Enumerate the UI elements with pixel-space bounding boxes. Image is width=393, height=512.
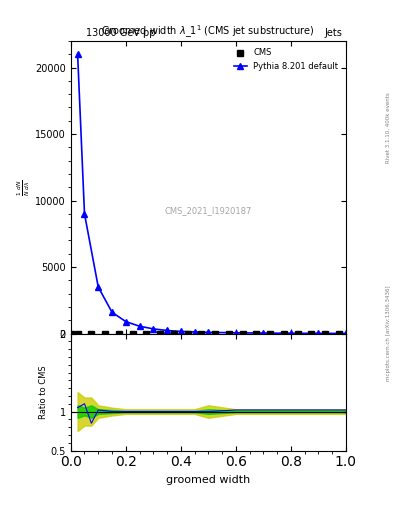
CMS — [254, 330, 259, 336]
CMS — [116, 330, 121, 336]
Pythia 8.201 default — [206, 329, 211, 335]
Pythia 8.201 default — [343, 330, 348, 336]
Pythia 8.201 default — [261, 330, 266, 336]
Y-axis label: Ratio to CMS: Ratio to CMS — [39, 365, 48, 419]
Text: mcplots.cern.ch [arXiv:1306.3436]: mcplots.cern.ch [arXiv:1306.3436] — [386, 285, 391, 380]
Pythia 8.201 default — [165, 327, 169, 333]
X-axis label: groomed width: groomed width — [166, 475, 250, 485]
CMS — [103, 330, 108, 336]
CMS — [199, 330, 204, 336]
CMS — [281, 330, 286, 336]
CMS — [158, 330, 163, 336]
Text: 13000 GeV pp: 13000 GeV pp — [86, 28, 156, 38]
CMS — [295, 330, 300, 336]
CMS — [268, 330, 272, 336]
Pythia 8.201 default — [96, 284, 101, 290]
CMS — [226, 330, 231, 336]
Pythia 8.201 default — [316, 330, 321, 336]
CMS — [89, 330, 94, 336]
Pythia 8.201 default — [192, 329, 197, 335]
Pythia 8.201 default — [137, 323, 142, 329]
Y-axis label: $\frac{1}{N}\,\frac{dN}{d\lambda}$: $\frac{1}{N}\,\frac{dN}{d\lambda}$ — [16, 179, 32, 196]
Pythia 8.201 default — [123, 318, 128, 325]
Pythia 8.201 default — [233, 330, 238, 336]
Pythia 8.201 default — [82, 211, 87, 217]
CMS — [171, 330, 176, 336]
Legend: CMS, Pythia 8.201 default: CMS, Pythia 8.201 default — [231, 45, 342, 74]
CMS — [68, 330, 73, 336]
CMS — [185, 330, 190, 336]
Line: CMS: CMS — [68, 331, 342, 336]
Pythia 8.201 default — [178, 328, 183, 334]
Title: Groomed width $\lambda\_1^1$ (CMS jet substructure): Groomed width $\lambda\_1^1$ (CMS jet su… — [101, 24, 315, 40]
CMS — [323, 330, 328, 336]
CMS — [144, 330, 149, 336]
CMS — [75, 330, 80, 336]
Pythia 8.201 default — [75, 51, 80, 57]
Pythia 8.201 default — [288, 330, 293, 336]
Pythia 8.201 default — [151, 326, 156, 332]
Text: Rivet 3.1.10, 400k events: Rivet 3.1.10, 400k events — [386, 93, 391, 163]
CMS — [336, 330, 341, 336]
Line: Pythia 8.201 default: Pythia 8.201 default — [75, 52, 349, 336]
Pythia 8.201 default — [110, 309, 114, 315]
CMS — [240, 330, 245, 336]
Text: CMS_2021_I1920187: CMS_2021_I1920187 — [165, 206, 252, 215]
CMS — [130, 330, 135, 336]
Text: Jets: Jets — [324, 28, 342, 38]
CMS — [309, 330, 314, 336]
CMS — [213, 330, 218, 336]
